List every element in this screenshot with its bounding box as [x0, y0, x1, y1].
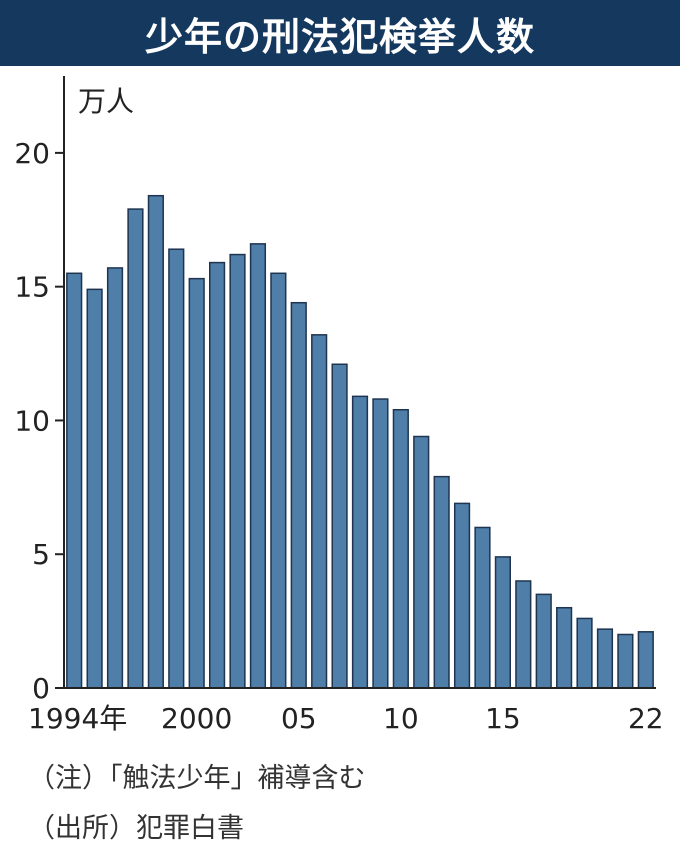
source-text: （出所）犯罪白書 [28, 813, 244, 844]
bar-2012 [433, 475, 450, 689]
bar-2018 [556, 606, 573, 689]
x-tick-label: 1994年 [28, 702, 127, 735]
y-tick-label: 15 [14, 271, 50, 304]
x-tick-label: 10 [383, 702, 419, 735]
bar-2021 [617, 633, 634, 689]
bar-2013 [453, 502, 471, 689]
bar-2019 [576, 617, 593, 689]
bar-2017 [535, 593, 552, 689]
y-axis-ticks: 0 5 10 15 20 [14, 137, 64, 705]
bar-2003 [249, 243, 267, 689]
bar-1994 [66, 272, 83, 689]
x-tick-label: 15 [485, 702, 521, 735]
bar-2011 [413, 435, 430, 689]
bar-1998 [147, 194, 164, 689]
bar-2002 [229, 253, 246, 689]
note-text: （注）「触法少年」補導含む [28, 763, 366, 794]
bar-1996 [106, 267, 124, 689]
bar-1995 [86, 288, 103, 689]
x-tick-label: 05 [281, 702, 317, 735]
bars [66, 194, 654, 689]
bar-2015 [494, 556, 511, 689]
bar-1999 [168, 248, 185, 689]
bar-2022 [637, 631, 654, 689]
x-tick-label: 22 [628, 702, 664, 735]
y-axis-unit-label: 万人 [78, 85, 134, 118]
bar-2008 [351, 395, 369, 689]
bar-2007 [331, 363, 348, 689]
x-tick-label: 2000 [161, 702, 232, 735]
y-tick-label: 5 [32, 538, 50, 571]
bar-2014 [474, 526, 491, 689]
bar-2001 [209, 261, 226, 689]
bar-2016 [515, 580, 532, 689]
bar-2020 [596, 628, 614, 689]
x-axis-tick-labels: 1994年 2000 05 10 15 22 [28, 702, 664, 735]
bar-1997 [127, 208, 144, 689]
bar-2000 [188, 277, 205, 689]
y-tick-label: 20 [14, 137, 50, 170]
bar-2005 [290, 301, 307, 689]
bar-2009 [372, 398, 389, 689]
chart-title: 少年の刑法犯検挙人数 [0, 0, 680, 66]
bar-2010 [392, 408, 409, 689]
bar-2006 [311, 334, 328, 689]
y-tick-label: 10 [14, 404, 50, 437]
y-tick-label: 0 [32, 672, 50, 705]
bar-2004 [270, 272, 287, 689]
